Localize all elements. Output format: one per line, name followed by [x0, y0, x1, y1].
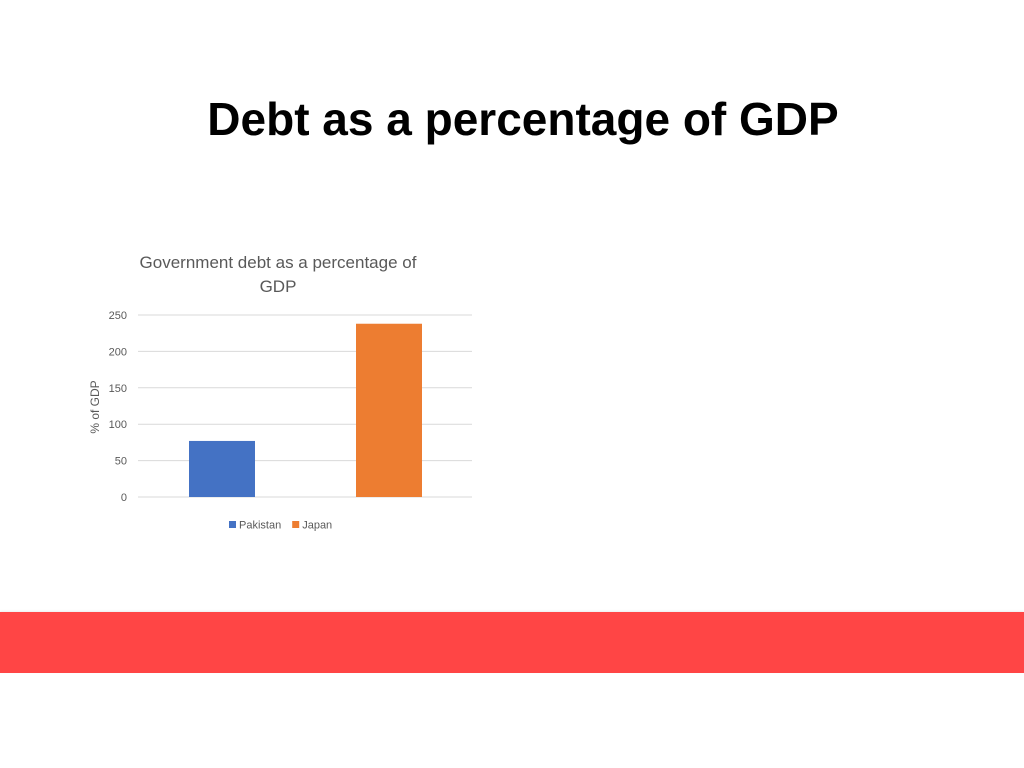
bar-japan: [356, 323, 422, 497]
y-tick-labels: 0 50 100 150 200 250: [109, 310, 127, 504]
footer-band: [0, 612, 1024, 673]
y-tick-label: 200: [109, 346, 127, 358]
legend-label-pakistan: Pakistan: [239, 520, 281, 532]
bar-chart: Government debt as a percentage of GDP 0 5…: [88, 253, 472, 532]
legend: Pakistan Japan: [229, 520, 332, 532]
chart-title-line-2: GDP: [260, 277, 297, 296]
legend-swatch-pakistan: [229, 521, 236, 528]
legend-swatch-japan: [292, 521, 300, 528]
y-tick-label: 50: [115, 456, 127, 468]
chart-title-line-1: Government debt as a percentage of: [140, 253, 417, 272]
legend-label-japan: Japan: [302, 520, 332, 532]
bars: [189, 323, 422, 497]
y-axis-label: % of GDP: [88, 380, 102, 433]
y-tick-label: 0: [121, 492, 127, 504]
y-tick-label: 100: [109, 419, 127, 431]
y-tick-label: 150: [109, 383, 127, 395]
y-tick-label: 250: [109, 310, 127, 322]
bar-pakistan: [189, 440, 255, 497]
chart-title: Government debt as a percentage of GDP: [140, 253, 417, 296]
slide-title: Debt as a percentage of GDP: [207, 93, 839, 145]
